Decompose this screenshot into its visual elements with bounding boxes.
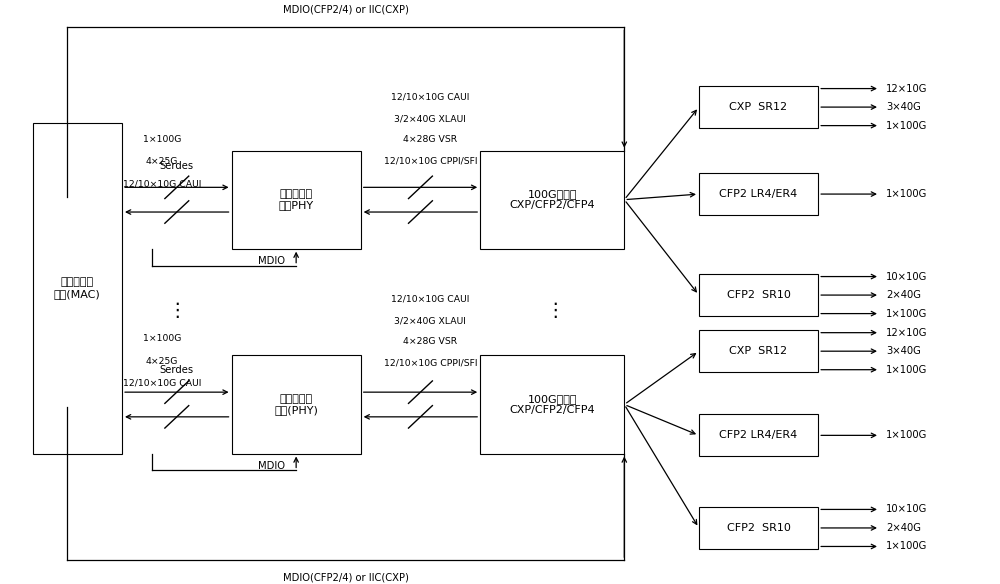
Bar xyxy=(699,507,818,549)
Text: 3/2×40G XLAUI: 3/2×40G XLAUI xyxy=(394,114,466,123)
Text: CFP2 LR4/ER4: CFP2 LR4/ER4 xyxy=(719,189,798,199)
Text: ⋮: ⋮ xyxy=(545,301,564,320)
Text: 1×100G: 1×100G xyxy=(886,541,927,551)
Text: 12×10G: 12×10G xyxy=(886,328,927,338)
Bar xyxy=(232,356,361,454)
Bar xyxy=(699,414,818,457)
Text: 12/10×10G CAUI: 12/10×10G CAUI xyxy=(123,180,201,189)
Text: 1×100G: 1×100G xyxy=(886,308,927,319)
Text: 交換機交換
芯片(MAC): 交換機交換 芯片(MAC) xyxy=(54,277,101,299)
Bar xyxy=(699,173,818,215)
Text: 12/10×10G CAUI: 12/10×10G CAUI xyxy=(391,93,470,102)
Text: Serdes: Serdes xyxy=(160,366,194,376)
Text: MDIO: MDIO xyxy=(258,461,285,471)
Text: 3/2×40G XLAUI: 3/2×40G XLAUI xyxy=(394,316,466,325)
Text: 物理接口收
發器PHY: 物理接口收 發器PHY xyxy=(279,189,314,210)
Text: CFP2 LR4/ER4: CFP2 LR4/ER4 xyxy=(719,430,798,440)
Text: 4×28G VSR: 4×28G VSR xyxy=(403,338,457,346)
Text: MDIO: MDIO xyxy=(258,256,285,266)
Text: 12×10G: 12×10G xyxy=(886,84,927,93)
Text: MDIO(CFP2/4) or IIC(CXP): MDIO(CFP2/4) or IIC(CXP) xyxy=(283,5,409,15)
Text: 2×40G: 2×40G xyxy=(886,523,921,533)
Text: 10×10G: 10×10G xyxy=(886,505,927,515)
Bar xyxy=(232,151,361,249)
Text: 3×40G: 3×40G xyxy=(886,346,921,356)
Text: 12/10×10G CPPI/SFI: 12/10×10G CPPI/SFI xyxy=(384,359,477,368)
Text: 1×100G: 1×100G xyxy=(886,121,927,131)
Text: 1×100G: 1×100G xyxy=(886,430,927,440)
Text: 12/10×10G CAUI: 12/10×10G CAUI xyxy=(391,295,470,304)
Text: 3×40G: 3×40G xyxy=(886,102,921,112)
Text: CXP  SR12: CXP SR12 xyxy=(729,346,788,356)
Text: CFP2  SR10: CFP2 SR10 xyxy=(727,290,790,300)
Text: 物理接口收
發器(PHY): 物理接口收 發器(PHY) xyxy=(274,394,318,415)
Bar xyxy=(699,86,818,128)
Text: 2×40G: 2×40G xyxy=(886,290,921,300)
Text: 100G光模塊
CXP/CFP2/CFP4: 100G光模塊 CXP/CFP2/CFP4 xyxy=(509,189,595,210)
Text: 4×25G: 4×25G xyxy=(146,356,178,366)
Text: 1×100G: 1×100G xyxy=(143,334,181,343)
Text: 4×25G: 4×25G xyxy=(146,157,178,166)
Bar xyxy=(480,151,624,249)
Text: 12/10×10G CPPI/SFI: 12/10×10G CPPI/SFI xyxy=(384,157,477,166)
Bar xyxy=(33,123,122,454)
Text: 1×100G: 1×100G xyxy=(886,189,927,199)
Text: 10×10G: 10×10G xyxy=(886,272,927,281)
Text: 100G光模塊
CXP/CFP2/CFP4: 100G光模塊 CXP/CFP2/CFP4 xyxy=(509,394,595,415)
Text: CFP2  SR10: CFP2 SR10 xyxy=(727,523,790,533)
Text: Serdes: Serdes xyxy=(160,161,194,171)
Bar xyxy=(699,274,818,316)
Text: CXP  SR12: CXP SR12 xyxy=(729,102,788,112)
Text: ⋮: ⋮ xyxy=(167,301,187,320)
Text: 4×28G VSR: 4×28G VSR xyxy=(403,135,457,144)
Bar xyxy=(699,330,818,372)
Bar xyxy=(480,356,624,454)
Text: 1×100G: 1×100G xyxy=(886,364,927,375)
Text: 12/10×10G CAUI: 12/10×10G CAUI xyxy=(123,379,201,388)
Text: MDIO(CFP2/4) or IIC(CXP): MDIO(CFP2/4) or IIC(CXP) xyxy=(283,572,409,583)
Text: 1×100G: 1×100G xyxy=(143,135,181,144)
